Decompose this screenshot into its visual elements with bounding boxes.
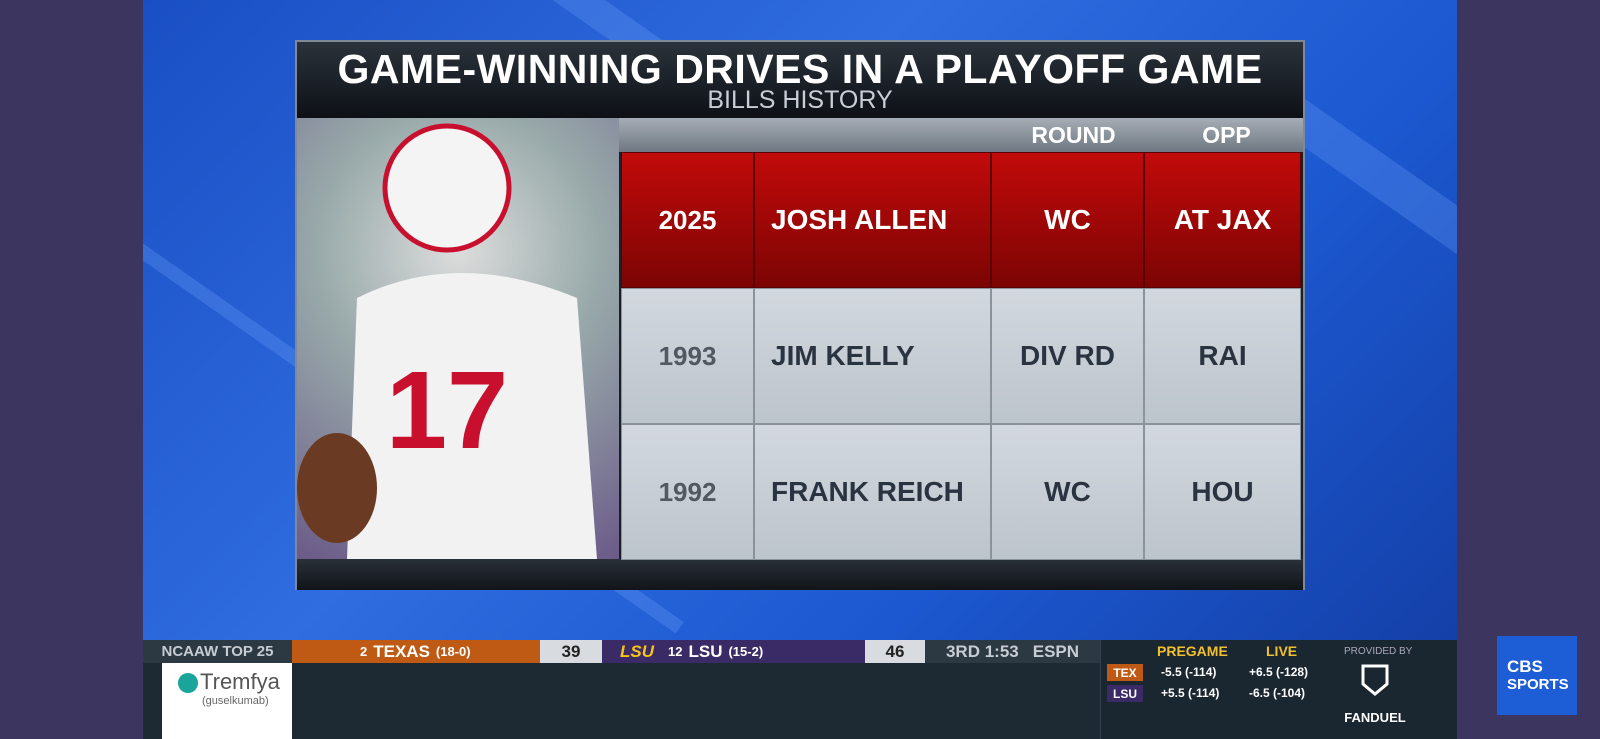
away-score: 46: [865, 640, 925, 663]
table-cell: DIV RD: [991, 288, 1144, 424]
home-score: 39: [540, 640, 602, 663]
year-cell: 1992: [621, 424, 754, 560]
game-status: 3RD 1:53 ESPN: [925, 640, 1100, 663]
table-cell: FRANK REICH: [754, 424, 991, 560]
ad-generic: (guselkumab): [202, 695, 269, 707]
odds-header: LIVE: [1266, 643, 1298, 659]
table-header: ROUND OPP: [619, 118, 1303, 152]
table-cell: RAI: [1144, 288, 1301, 424]
clock: 3RD 1:53: [945, 641, 1019, 661]
odds-panel: PREGAME LIVE PROVIDED BY FANDUEL TEX -5.5…: [1100, 640, 1457, 739]
table-cell: AT JAX: [1144, 152, 1301, 288]
odds-value: -6.5 (-104): [1249, 686, 1306, 700]
odds-team: LSU: [1107, 685, 1143, 702]
team-logo: LSU: [620, 641, 654, 661]
column-header: OPP: [1202, 121, 1251, 148]
network: ESPN: [1032, 641, 1080, 661]
player-illustration: 17: [297, 123, 597, 559]
title: GAME-WINNING DRIVES IN A PLAYOFF GAME: [337, 46, 1263, 92]
footer-bar: [297, 559, 1303, 590]
table-cell: JOSH ALLEN: [754, 152, 991, 288]
ad-brand: Tremfya: [200, 669, 280, 694]
odds-header: PREGAME: [1157, 643, 1228, 659]
subtitle: BILLS HISTORY: [707, 86, 893, 114]
odds-value: -5.5 (-114): [1161, 665, 1217, 679]
record: (15-2): [728, 644, 764, 659]
odds-value: +6.5 (-128): [1249, 665, 1309, 679]
title-bar: GAME-WINNING DRIVES IN A PLAYOFF GAME BI…: [297, 42, 1303, 118]
provided-by: PROVIDED BY: [1344, 646, 1413, 657]
team-name: TEXAS: [373, 641, 430, 661]
player-photo: 17: [297, 118, 619, 559]
year-cell: 2025: [621, 152, 754, 288]
table-cell: WC: [991, 424, 1144, 560]
table-cell: HOU: [1144, 424, 1301, 560]
record: (18-0): [435, 644, 471, 659]
year-cell: 1993: [621, 288, 754, 424]
away-team: LSU 12 LSU (15-2): [602, 640, 865, 663]
logo-line: SPORTS: [1507, 675, 1569, 693]
graphic-panel: GAME-WINNING DRIVES IN A PLAYOFF GAME BI…: [295, 40, 1305, 590]
home-team: 2 TEXAS (18-0): [292, 640, 540, 663]
sponsor-icon: [1361, 664, 1389, 696]
logo-line: CBS: [1507, 656, 1543, 676]
odds-team: TEX: [1107, 664, 1143, 681]
ad-icon: [178, 673, 198, 693]
table-cell: WC: [991, 152, 1144, 288]
odds-value: +5.5 (-114): [1161, 686, 1220, 700]
league-label: NCAAW TOP 25: [143, 640, 292, 663]
column-header: ROUND: [1031, 121, 1116, 148]
ad-box: Tremfya (guselkumab): [162, 663, 292, 739]
sponsor: FANDUEL: [1344, 710, 1406, 725]
svg-text:17: 17: [386, 349, 508, 472]
table-cell: JIM KELLY: [754, 288, 991, 424]
rank: 2: [360, 644, 368, 659]
team-name: LSU: [688, 641, 723, 661]
rank: 12: [668, 644, 683, 659]
network-logo: CBS SPORTS: [1497, 636, 1577, 715]
